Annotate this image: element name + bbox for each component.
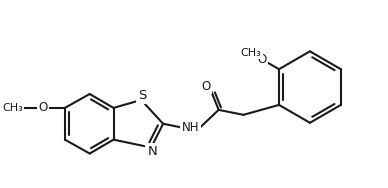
Text: S: S [138,89,146,102]
Text: O: O [257,53,267,66]
Text: O: O [201,80,210,92]
Text: N: N [147,145,157,158]
Text: NH: NH [182,121,200,134]
Text: O: O [38,101,48,114]
Text: CH₃: CH₃ [2,103,23,113]
Text: CH₃: CH₃ [241,48,262,58]
